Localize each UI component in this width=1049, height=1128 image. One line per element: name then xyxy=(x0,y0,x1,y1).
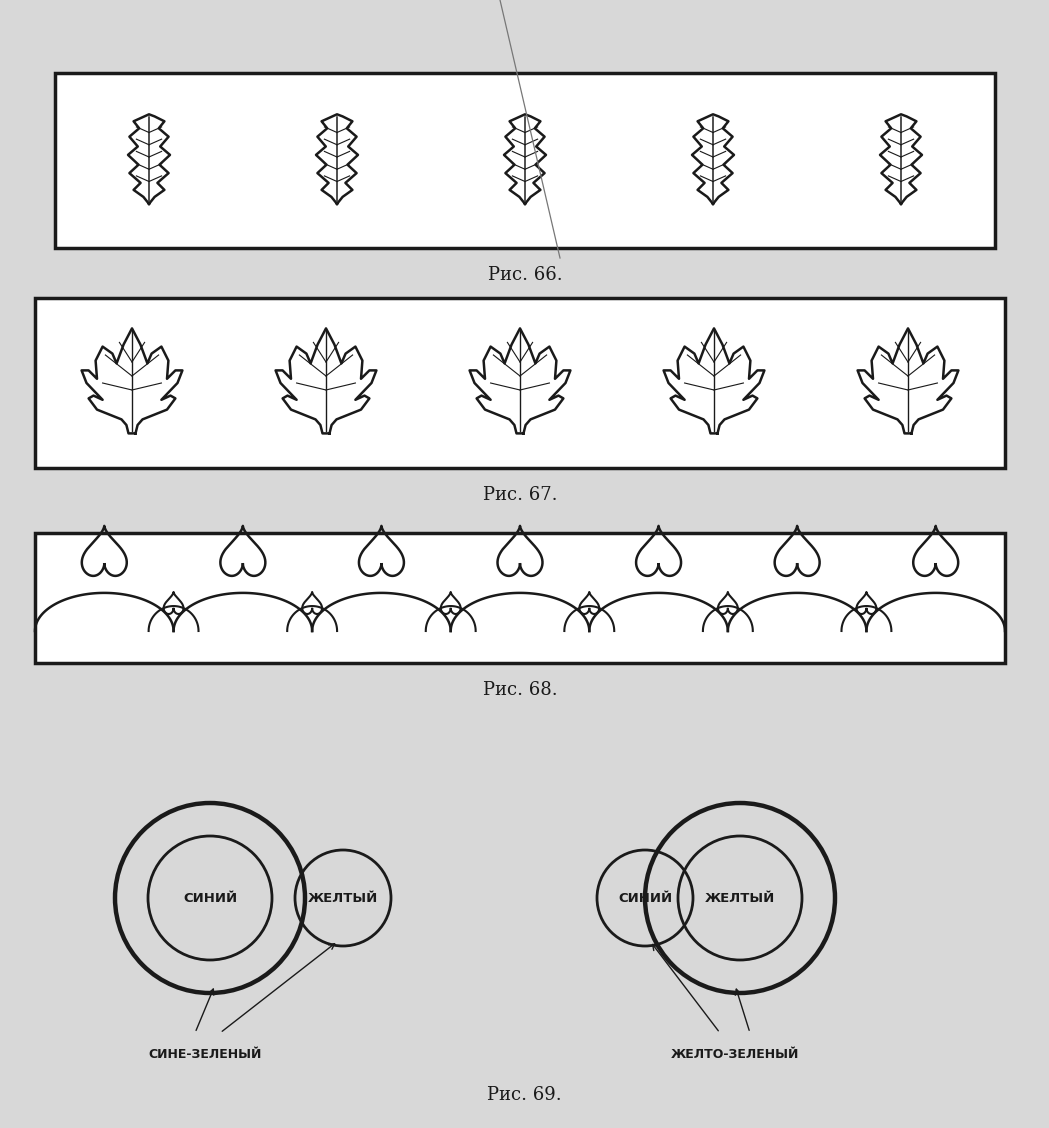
Bar xyxy=(35,298,1005,468)
Text: СИНИЙ: СИНИЙ xyxy=(183,891,237,905)
Bar xyxy=(55,73,996,248)
Text: СИНЕ-ЗЕЛЕНЫЙ: СИНЕ-ЗЕЛЕНЫЙ xyxy=(148,1048,261,1061)
Text: Рис. 66.: Рис. 66. xyxy=(488,266,562,284)
Text: Рис. 69.: Рис. 69. xyxy=(487,1086,561,1104)
Text: Рис. 68.: Рис. 68. xyxy=(483,681,557,699)
Text: ЖЕЛТЫЙ: ЖЕЛТЫЙ xyxy=(307,891,378,905)
Text: Рис. 67.: Рис. 67. xyxy=(483,486,557,504)
Bar xyxy=(35,534,1005,663)
Text: ЖЕЛТЫЙ: ЖЕЛТЫЙ xyxy=(705,891,775,905)
Text: ЖЕЛТО-ЗЕЛЕНЫЙ: ЖЕЛТО-ЗЕЛЕНЫЙ xyxy=(670,1048,799,1061)
Text: СИНИЙ: СИНИЙ xyxy=(618,891,672,905)
